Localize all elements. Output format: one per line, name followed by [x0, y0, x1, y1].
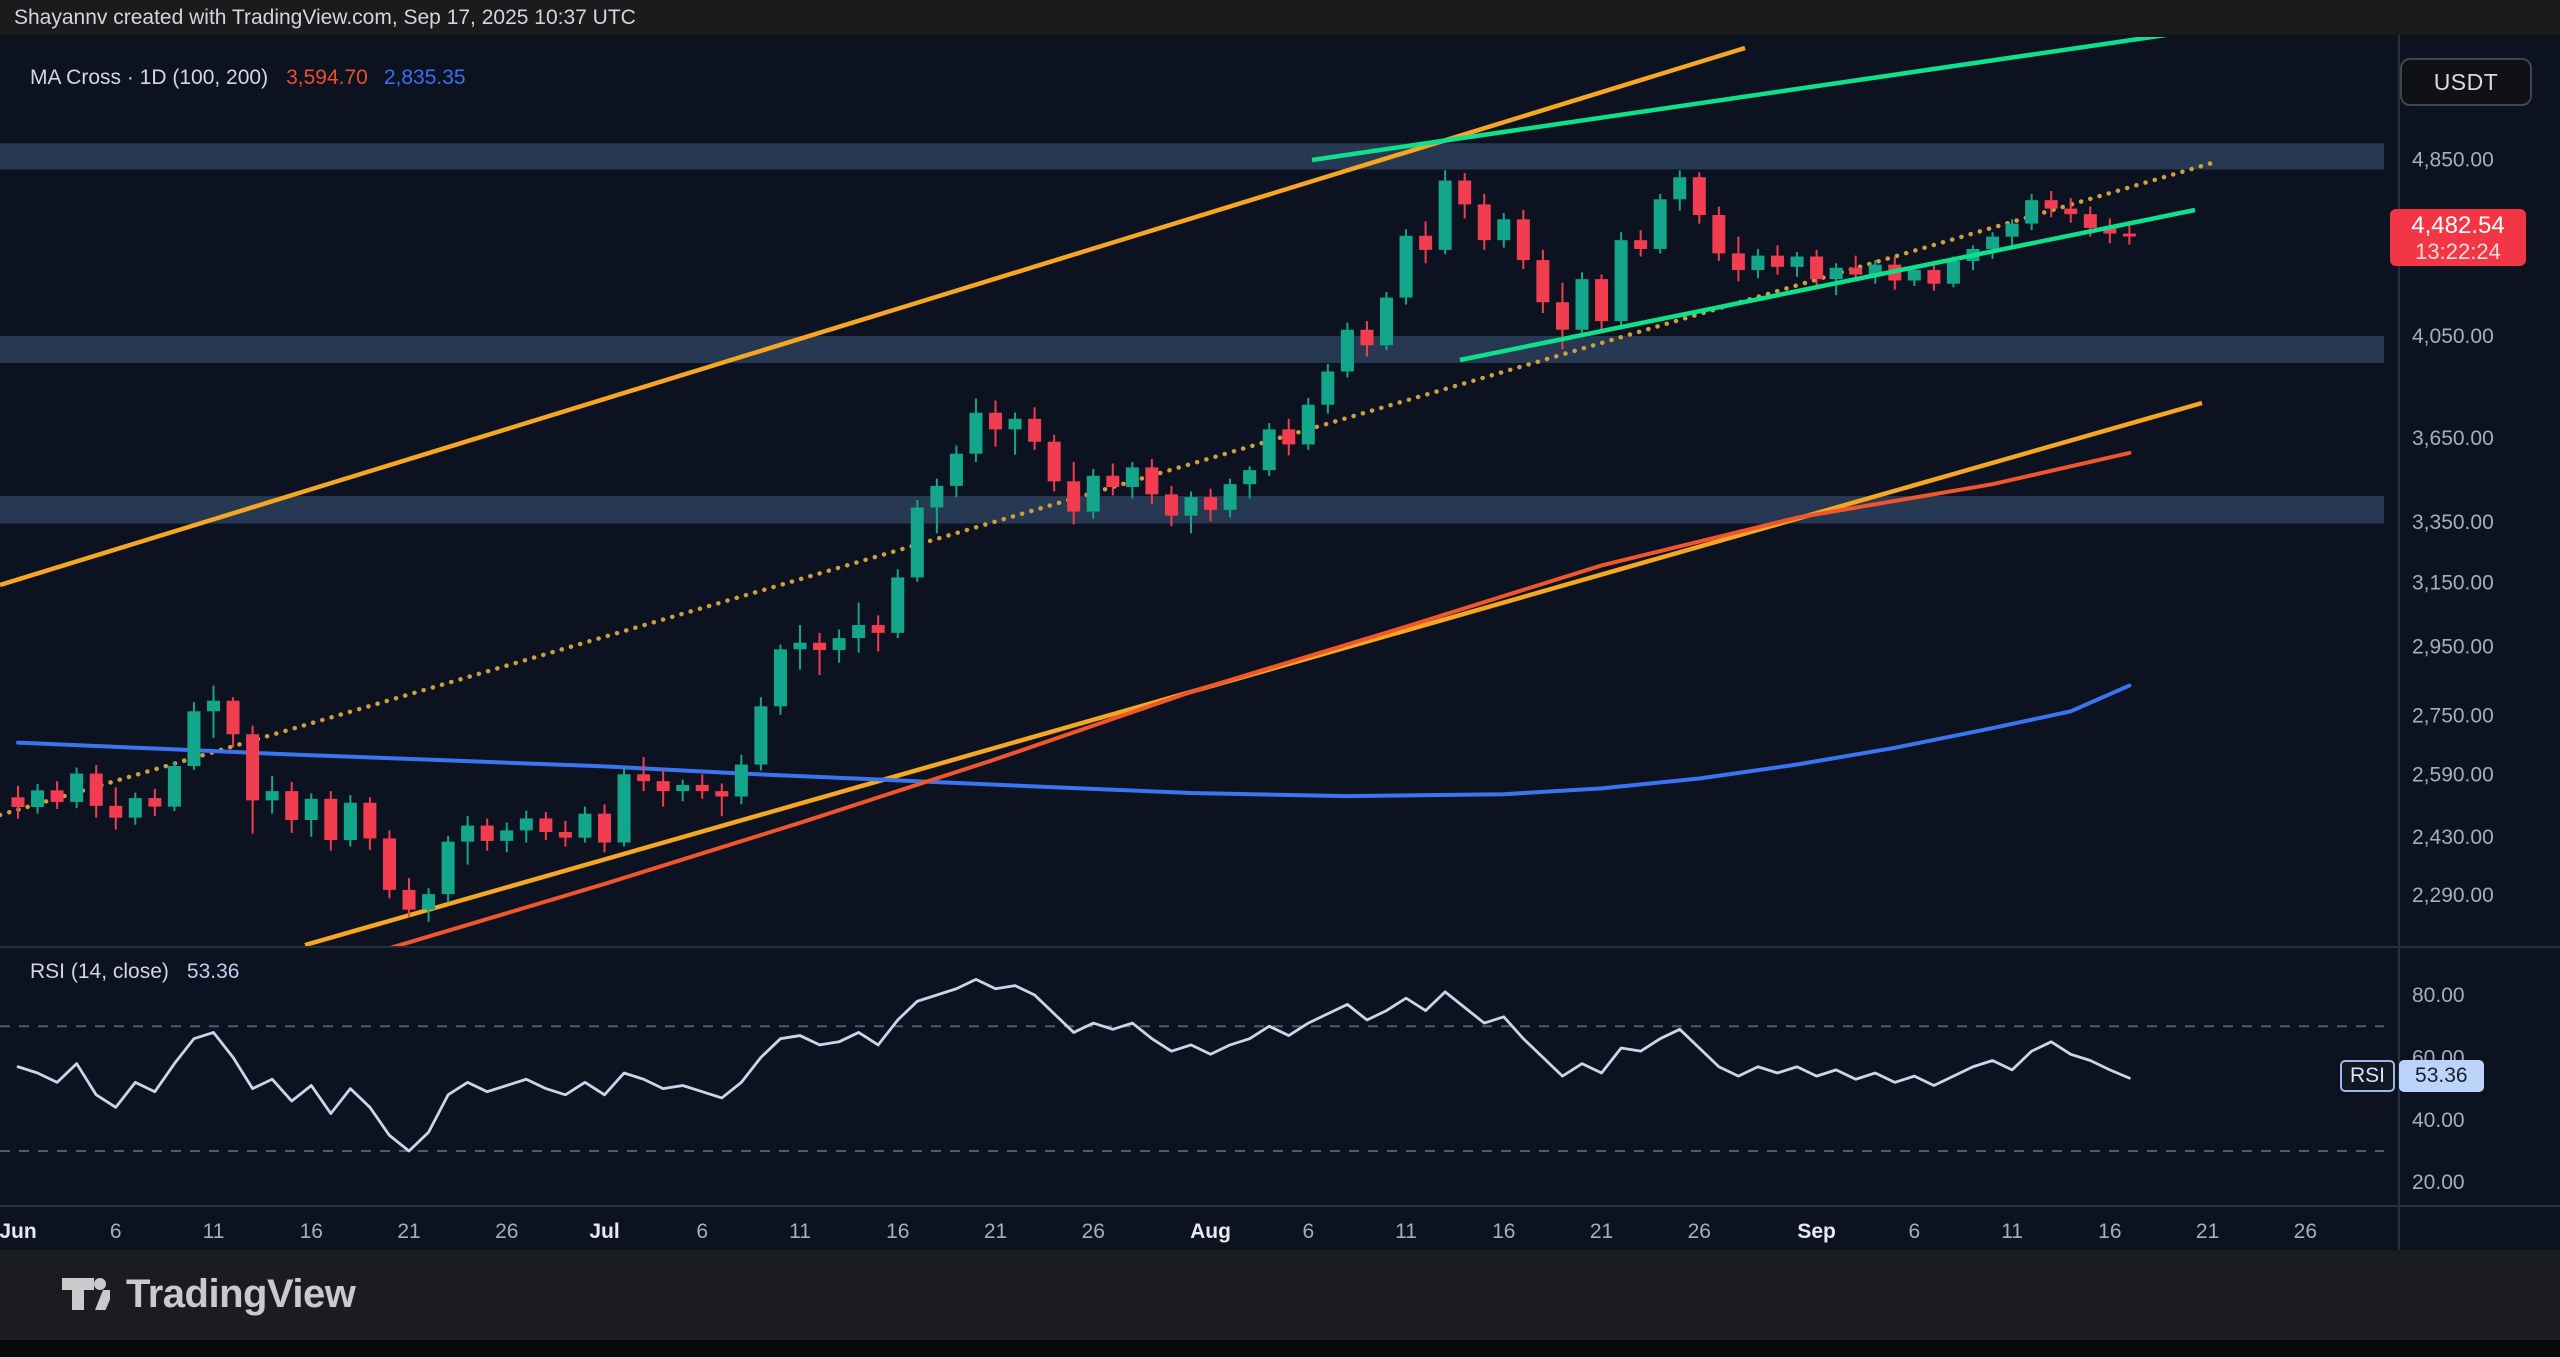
rsi-axis-label: 20.00 — [2412, 1171, 2465, 1194]
time-axis-label: Aug — [1190, 1220, 1231, 1243]
tradingview-logo[interactable]: TradingView — [58, 1268, 356, 1320]
price-axis-label: 4,850.00 — [2412, 148, 2494, 171]
time-axis-label: 11 — [2001, 1220, 2023, 1243]
rsi-axis-label: 80.00 — [2412, 984, 2465, 1007]
ma200-value: 2,835.35 — [383, 66, 466, 89]
time-axis-label: 21 — [397, 1220, 420, 1243]
price-axis-label: 2,590.00 — [2412, 763, 2494, 786]
price-axis-label: 2,750.00 — [2412, 705, 2494, 728]
price-axis-label: 3,150.00 — [2412, 571, 2494, 594]
resistance-zone — [0, 336, 2384, 364]
time-axis-label: 6 — [1302, 1220, 1314, 1243]
ma200-line — [16, 683, 2132, 799]
price-axis-label: 2,290.00 — [2412, 884, 2494, 907]
attribution-bar: Shayannv created with TradingView.com, S… — [0, 0, 2560, 35]
time-axis-label: 16 — [300, 1220, 323, 1243]
time-axis-label: 11 — [789, 1220, 811, 1243]
rising-wedge-upper — [1311, 37, 2168, 163]
bottom-strip — [0, 1340, 2560, 1357]
price-axis-label: 4,050.00 — [2412, 325, 2494, 348]
time-axis-label: 16 — [2098, 1220, 2121, 1243]
ma-cross-legend-title: MA Cross · 1D (100, 200) — [30, 66, 269, 89]
time-axis-label: 6 — [1909, 1220, 1921, 1243]
time-axis-label: 21 — [984, 1220, 1007, 1243]
time-axis-label: 11 — [203, 1220, 225, 1243]
last-price-badge: 4,482.54 13:22:24 — [2390, 208, 2526, 266]
chart-canvas[interactable]: 4,850.00 4,050.00 3,650.00 3,350.00 3,150.00… — [0, 0, 2560, 1250]
ma100-value: 3,594.70 — [286, 66, 368, 89]
attribution-text: Shayannv created with TradingView.com, S… — [14, 6, 636, 29]
rsi-badge-label: RSI — [2340, 1060, 2396, 1093]
price-axis-label: 3,650.00 — [2412, 427, 2494, 450]
time-axis-label: 26 — [495, 1220, 518, 1243]
time-axis-label: Sep — [1797, 1220, 1836, 1243]
tradingview-brand-text: TradingView — [126, 1271, 356, 1316]
time-axis-label: 26 — [1688, 1220, 1711, 1243]
price-axis-label: 3,350.00 — [2412, 511, 2494, 534]
price-axis-label: 2,950.00 — [2412, 636, 2494, 659]
rsi-axis-label: 40.00 — [2412, 1109, 2465, 1132]
tradingview-logo-icon — [62, 1278, 110, 1310]
last-price-value: 4,482.54 — [2411, 211, 2505, 239]
rsi-legend-value: 53.36 — [186, 960, 240, 983]
time-axis-label: 21 — [2196, 1220, 2219, 1243]
time-axis-label: 6 — [110, 1220, 122, 1243]
currency-toggle-button[interactable]: USDT — [2400, 58, 2532, 106]
time-axis-label: 11 — [1395, 1220, 1417, 1243]
rsi-line — [16, 978, 2131, 1153]
rsi-badge-value: 53.36 — [2399, 1060, 2484, 1093]
rsi-legend[interactable]: RSI (14, close) 53.36 — [30, 960, 239, 984]
rsi-axis-badge: RSI 53.36 — [2340, 1060, 2484, 1093]
rising-wedge-lower — [1459, 207, 2196, 363]
time-axis-label: 16 — [1492, 1220, 1515, 1243]
time-axis-label: Jul — [589, 1220, 619, 1243]
time-axis-label: 26 — [1082, 1220, 1105, 1243]
time-axis-label: 16 — [886, 1220, 909, 1243]
time-axis-label: 26 — [2294, 1220, 2317, 1243]
resistance-zone — [0, 143, 2384, 170]
price-axis-label: 2,430.00 — [2412, 826, 2494, 849]
time-axis-label: 21 — [1590, 1220, 1613, 1243]
ma-cross-legend[interactable]: MA Cross · 1D (100, 200) 3,594.70 2,835.35 — [30, 66, 466, 90]
dotted-channel-midline — [0, 160, 2215, 818]
rsi-legend-title: RSI (14, close) — [30, 960, 169, 983]
time-axis-label: 6 — [696, 1220, 708, 1243]
time-axis-label: Jun — [0, 1220, 37, 1243]
bar-close-countdown: 13:22:24 — [2415, 239, 2501, 265]
footer-bar: TradingView — [0, 1250, 2560, 1340]
candles — [11, 170, 2136, 922]
ma100-line — [387, 450, 2132, 947]
